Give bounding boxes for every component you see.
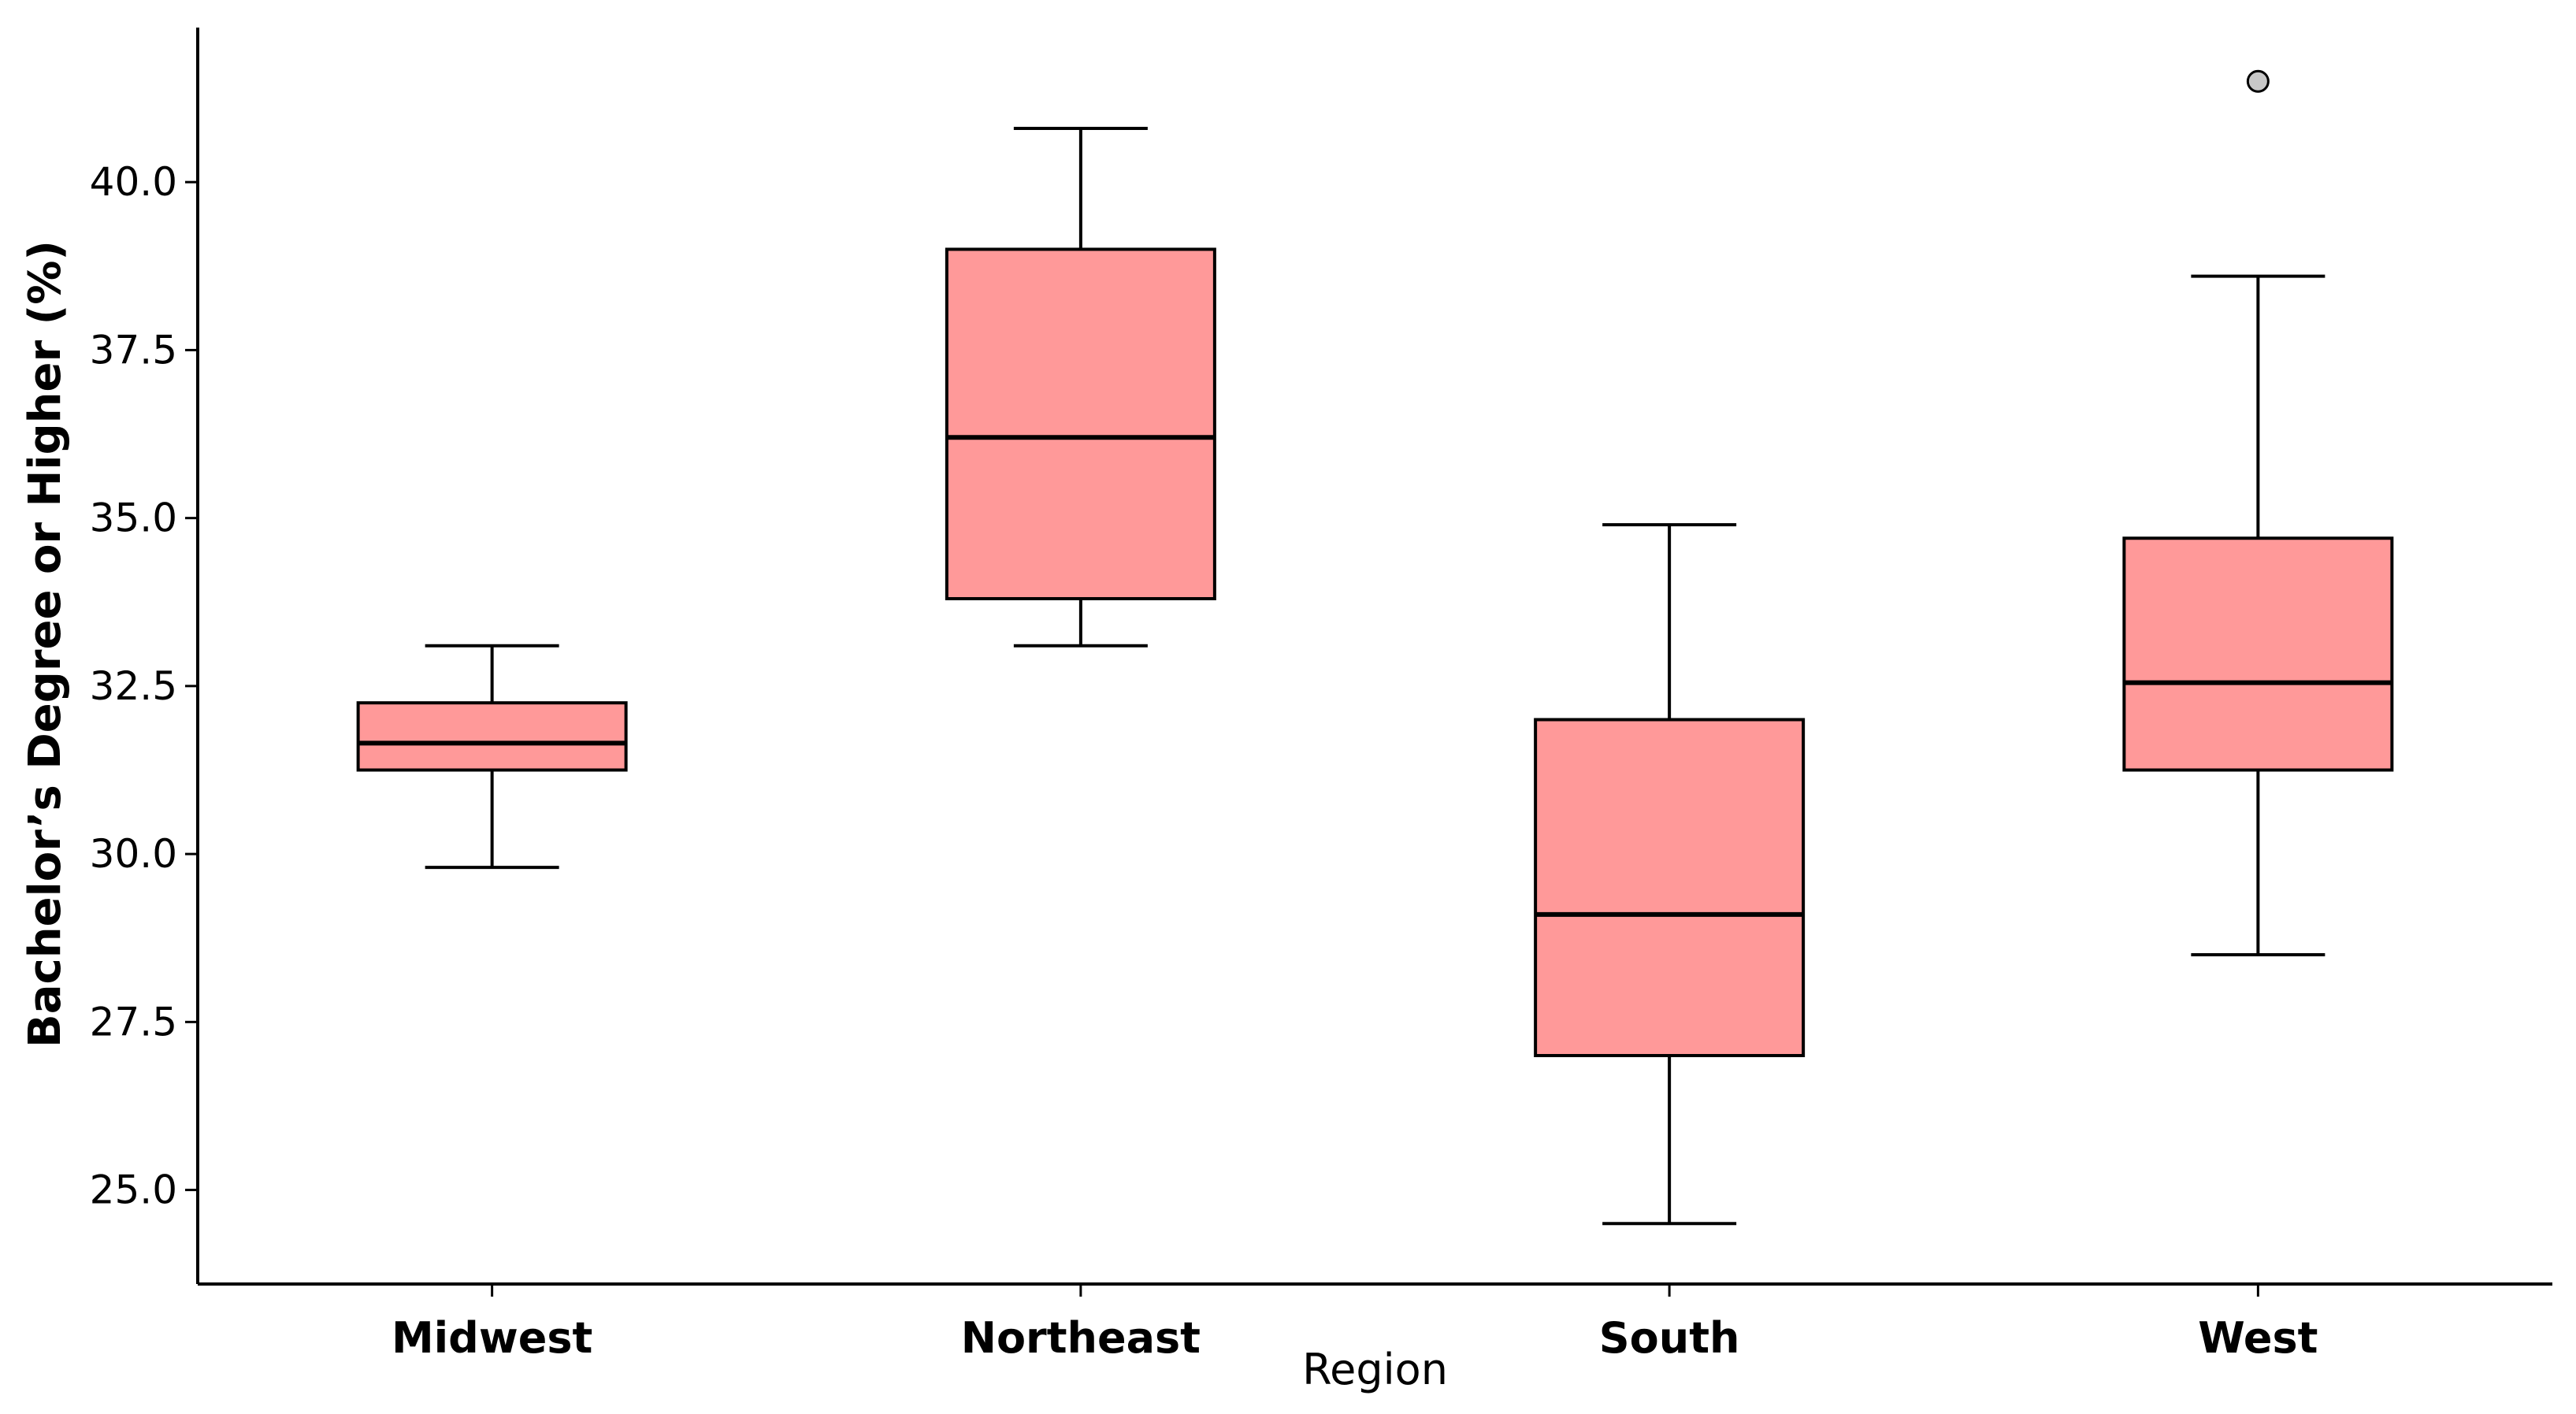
- iqr-box: [2122, 536, 2394, 772]
- box-northeast: [945, 126, 1216, 648]
- axes: 25.0 27.5 30.0 32.5 35.0 37.5 40.0 Midwest Nort…: [90, 28, 2552, 1363]
- y-ticks: 25.0 27.5 30.0 32.5 35.0 37.5 40.0: [90, 159, 198, 1213]
- iqr-box: [356, 701, 628, 772]
- x-axis-label: Region: [1302, 1345, 1448, 1394]
- y-tick-label: 27.5: [90, 999, 177, 1045]
- y-tick-label: 32.5: [90, 663, 177, 709]
- boxes: [356, 69, 2394, 1226]
- x-tick-label-west: West: [2198, 1313, 2318, 1363]
- y-tick-label: 25.0: [90, 1167, 177, 1213]
- x-tick-label-south: South: [1599, 1313, 1740, 1363]
- box-west: [2122, 69, 2394, 957]
- x-tick-label-midwest: Midwest: [392, 1313, 592, 1363]
- y-tick-label: 35.0: [90, 495, 177, 541]
- iqr-box: [1534, 718, 1806, 1057]
- y-tick-label: 37.5: [90, 327, 177, 373]
- iqr-box: [945, 247, 1216, 600]
- outlier-point: [2246, 69, 2270, 93]
- x-tick-label-northeast: Northeast: [961, 1313, 1201, 1363]
- x-ticks: Midwest Northeast South West: [392, 1284, 2318, 1363]
- y-axis-label: Bachelor’s Degree or Higher (%): [20, 240, 71, 1048]
- box-south: [1534, 523, 1806, 1226]
- y-tick-label: 30.0: [90, 831, 177, 877]
- y-tick-label: 40.0: [90, 159, 177, 205]
- box-midwest: [356, 644, 628, 870]
